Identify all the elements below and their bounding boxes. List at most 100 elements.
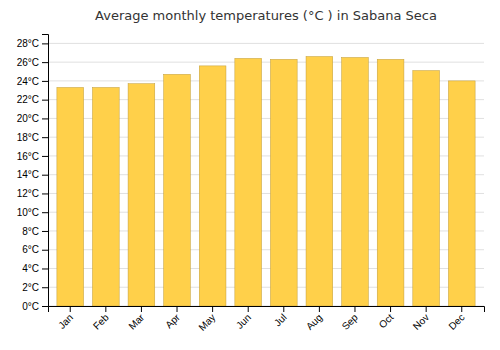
y-tick: 22°C: [17, 94, 48, 105]
y-tick: 6°C: [22, 244, 48, 255]
y-tick-label: 4°C: [22, 263, 39, 274]
y-tick-mark: [42, 212, 48, 213]
y-tick-mark: [42, 118, 48, 119]
x-tick-label: Sep: [340, 311, 361, 332]
x-tick-label: Jun: [234, 312, 253, 331]
x-tick-mark: [390, 306, 391, 312]
y-tick-label: 16°C: [17, 151, 39, 162]
x-tick: Nov: [411, 306, 431, 332]
x-tick-label: May: [196, 312, 217, 333]
y-tick: 8°C: [22, 226, 48, 237]
grid: [48, 43, 484, 306]
bar: [128, 84, 155, 306]
x-tick-mark: [426, 306, 427, 312]
x-tick-label: Apr: [163, 311, 182, 330]
x-tick: Jun: [234, 306, 253, 331]
y-tick: 18°C: [17, 132, 48, 143]
y-tick: 26°C: [17, 57, 48, 68]
y-tick: 14°C: [17, 169, 48, 180]
x-tick: Sep: [340, 306, 361, 332]
x-axis-line: [49, 307, 485, 313]
y-tick: 10°C: [17, 207, 48, 218]
bar: [235, 58, 262, 306]
y-tick-label: 28°C: [17, 38, 39, 49]
title: Average monthly temperatures (°C ) in Sa…: [95, 8, 437, 23]
x-tick-mark: [354, 306, 355, 312]
bars: [57, 57, 475, 306]
y-tick-label: 6°C: [22, 244, 39, 255]
y-tick-mark: [42, 43, 48, 44]
y-tick-label: 14°C: [17, 169, 39, 180]
y-tick-mark: [42, 137, 48, 138]
y-tick: 2°C: [22, 282, 48, 293]
x-tick: Oct: [377, 306, 396, 330]
y-tick-label: 0°C: [22, 301, 39, 312]
x-tick: Dec: [446, 306, 466, 332]
y-tick-label: 2°C: [22, 282, 39, 293]
x-tick-label: Mar: [126, 311, 146, 331]
y-tick: 20°C: [17, 113, 48, 124]
bar: [57, 87, 84, 306]
y-tick-mark: [42, 81, 48, 82]
x-tick: Jul: [272, 306, 289, 328]
x-tick-label: Oct: [377, 312, 396, 331]
x-tick-mark: [105, 306, 106, 312]
x-tick-label: Feb: [91, 311, 111, 331]
y-tick-mark: [42, 231, 48, 232]
x-tick-label: Jul: [272, 312, 289, 329]
x-tick: Apr: [163, 306, 182, 330]
chart: Jan Feb Mar Apr May Jun Jul Aug Sep Oct Nov Dec 0°C 2…: [0, 0, 500, 350]
y-tick-label: 8°C: [22, 226, 39, 237]
bar: [306, 57, 333, 306]
x-tick-mark: [248, 306, 249, 312]
y-tick-mark: [42, 193, 48, 194]
y-tick: 4°C: [22, 263, 48, 274]
y-tick: 16°C: [17, 151, 48, 162]
y-tick-mark: [42, 62, 48, 63]
x-tick-label: Aug: [304, 312, 324, 332]
y-tick: 28°C: [17, 38, 48, 49]
x-tick-label: Jan: [56, 312, 75, 331]
y-tick: 24°C: [17, 76, 48, 87]
y-tick-mark: [42, 306, 48, 307]
x-tick-mark: [177, 306, 178, 312]
y-tick-mark: [42, 175, 48, 176]
grid-line: [48, 43, 484, 44]
y-tick-label: 12°C: [17, 188, 39, 199]
x-tick-mark: [212, 306, 213, 312]
y-tick-mark: [42, 250, 48, 251]
bar: [92, 87, 119, 306]
y-tick-label: 26°C: [17, 57, 39, 68]
x-tick-label: Dec: [446, 312, 466, 332]
x-tick-label: Nov: [411, 312, 431, 332]
x-tick: Mar: [126, 306, 146, 332]
y-axis-line: [42, 35, 49, 307]
x-tick-mark: [283, 306, 284, 312]
y-tick-mark: [42, 287, 48, 288]
x-tick: Jan: [56, 306, 75, 331]
x-tick: Feb: [91, 306, 111, 332]
x-axis: Jan Feb Mar Apr May Jun Jul Aug Sep Oct Nov Dec: [49, 306, 485, 333]
y-tick-label: 20°C: [17, 113, 39, 124]
x-tick: May: [196, 306, 217, 333]
y-tick-mark: [42, 268, 48, 269]
x-tick: Aug: [304, 306, 324, 332]
bar: [164, 74, 191, 306]
x-tick-mark: [141, 306, 142, 312]
y-axis: 0°C 2°C 4°C 6°C 8°C 10°C 12°C 14°C 16°C 18°C 20°C 2…: [17, 35, 49, 312]
bar: [448, 81, 475, 306]
plot: Jan Feb Mar Apr May Jun Jul Aug Sep Oct Nov Dec 0°C 2…: [17, 35, 485, 333]
y-tick-mark: [42, 100, 48, 101]
x-tick-mark: [461, 306, 462, 312]
bar: [199, 66, 226, 306]
y-tick-mark: [42, 156, 48, 157]
x-tick-mark: [70, 306, 71, 312]
bar: [342, 57, 369, 306]
y-tick-label: 22°C: [17, 94, 39, 105]
grid-line: [48, 62, 484, 63]
y-tick-label: 18°C: [17, 132, 39, 143]
y-tick: 12°C: [17, 188, 48, 199]
bar: [413, 71, 440, 306]
y-tick-label: 24°C: [17, 76, 39, 87]
bar: [270, 59, 297, 306]
